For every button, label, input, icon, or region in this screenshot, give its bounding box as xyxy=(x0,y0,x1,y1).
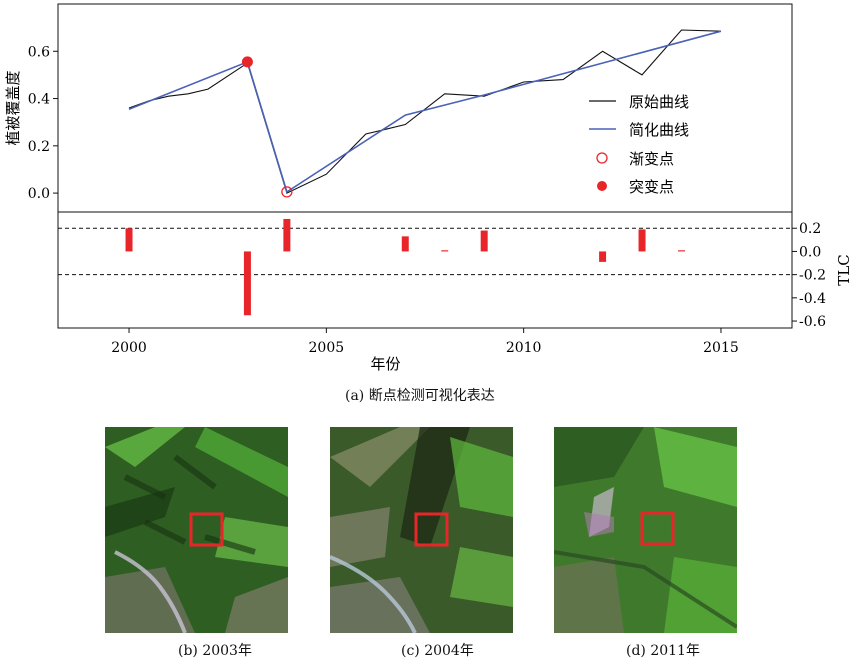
tlc-axis-label: TLC xyxy=(835,254,853,285)
legend-marker-abrupt xyxy=(597,181,607,191)
tlc-tick-label: -0.2 xyxy=(799,268,826,284)
series-line-original xyxy=(128,29,722,194)
y-tick-label: 0.6 xyxy=(28,44,50,60)
legend-label-original: 原始曲线 xyxy=(629,93,689,111)
tlc-bar xyxy=(480,230,488,252)
tlc-bar xyxy=(401,236,409,252)
y-tick-label: 0.0 xyxy=(28,186,50,202)
tlc-bar xyxy=(678,250,686,252)
caption-d: (d) 2011年 xyxy=(626,643,700,659)
tlc-bar xyxy=(125,228,133,252)
abrupt-point-marker xyxy=(241,56,253,68)
tlc-tick-label: -0.6 xyxy=(799,314,826,330)
tlc-tick-label: 0.2 xyxy=(799,221,821,237)
x-tick-label: 2015 xyxy=(703,340,739,356)
satellite-image-2003 xyxy=(105,427,288,633)
caption-a: (a) 断点检测可视化表达 xyxy=(345,388,495,404)
x-axis-label: 年份 xyxy=(371,355,401,373)
x-tick-label: 2010 xyxy=(506,340,542,356)
series-line-simplified xyxy=(128,30,722,194)
y-tick-label: 0.2 xyxy=(28,139,50,155)
tlc-bar xyxy=(441,250,449,252)
satellite-image-2011 xyxy=(554,427,737,633)
legend-label-simplified: 简化曲线 xyxy=(629,121,689,139)
tlc-tick-label: -0.4 xyxy=(799,291,826,307)
satellite-image-2004 xyxy=(330,427,513,633)
x-tick-label: 2005 xyxy=(309,340,345,356)
caption-b: (b) 2003年 xyxy=(178,643,252,659)
x-tick-label: 2000 xyxy=(111,340,147,356)
tlc-bar xyxy=(599,251,607,262)
legend-label-abrupt: 突变点 xyxy=(629,178,674,196)
gradual-point-marker xyxy=(281,186,293,198)
tlc-bar xyxy=(638,229,646,252)
tlc-tick-label: 0.0 xyxy=(799,244,821,260)
caption-c: (c) 2004年 xyxy=(401,643,474,659)
y-axis-label: 植被覆盖度 xyxy=(4,70,22,145)
tlc-bar xyxy=(283,218,291,252)
tlc-bar xyxy=(243,251,251,316)
y-tick-label: 0.4 xyxy=(28,92,50,108)
legend-marker-gradual xyxy=(596,152,608,164)
bottom-panel-frame xyxy=(57,211,793,329)
legend-label-gradual: 渐变点 xyxy=(629,150,674,168)
